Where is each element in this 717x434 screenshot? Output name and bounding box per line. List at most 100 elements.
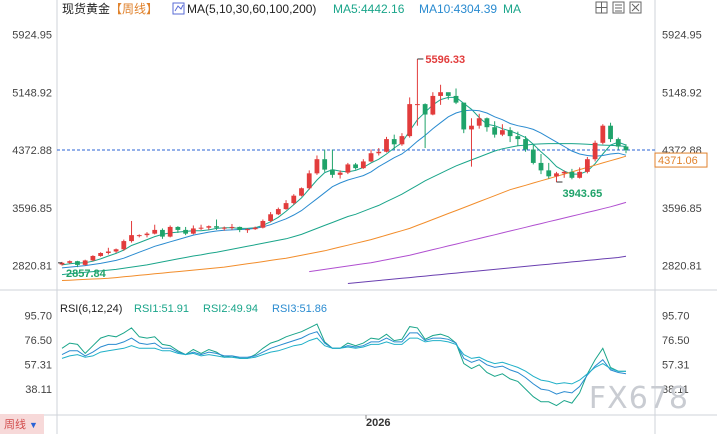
rsi-tick-label-right: 95.70: [662, 310, 690, 322]
candle-body: [260, 220, 266, 228]
candle-body: [299, 188, 304, 196]
candle: [121, 239, 127, 251]
candle-body: [75, 261, 80, 265]
candle: [82, 259, 88, 266]
candle-body: [584, 159, 590, 172]
candle: [407, 97, 413, 138]
candle: [67, 260, 73, 264]
rsi-tick-label-right: 57.31: [662, 359, 690, 371]
candle: [129, 220, 134, 243]
candle: [584, 156, 590, 174]
candle: [330, 149, 335, 178]
timeframe-badge[interactable]: 周线 ▼: [0, 414, 44, 434]
candle: [190, 225, 196, 235]
candle-body: [461, 102, 467, 130]
candle: [592, 140, 598, 162]
candle-body: [430, 95, 436, 115]
candle: [376, 148, 382, 156]
symbol-label: 现货黄金: [62, 1, 110, 16]
candle-body: [330, 169, 335, 175]
rsi-header: RSI(6,12,24) RSI1:51.91 RSI2:49.94 RSI3:…: [60, 303, 327, 315]
candle: [237, 226, 243, 233]
rsi-tick-label-left: 76.50: [24, 335, 52, 347]
candle-body: [422, 104, 428, 115]
indicator-edit-icon[interactable]: [172, 2, 185, 15]
candle: [554, 171, 559, 183]
y-tick-label-right: 5924.95: [662, 30, 702, 42]
candle-body: [360, 161, 366, 169]
y-tick-label-left: 2820.81: [12, 261, 52, 273]
candle: [160, 228, 165, 239]
candle-body: [530, 149, 536, 163]
candle: [245, 228, 250, 233]
candle: [530, 144, 536, 165]
timeframe-chevron-icon: ▼: [29, 420, 38, 430]
candle-body: [190, 228, 196, 234]
high-annotation: 5596.33: [425, 54, 465, 66]
rsi-params-label[interactable]: RSI(6,12,24): [60, 303, 122, 315]
candle: [384, 136, 389, 153]
y-tick-label-left: 3596.85: [12, 203, 52, 215]
candle: [461, 102, 467, 134]
candle-body: [214, 226, 219, 228]
candle-body: [569, 171, 575, 178]
rsi-tick-label-right: 76.50: [662, 335, 690, 347]
candle-body: [275, 209, 281, 215]
candle-body: [337, 172, 343, 175]
candle: [422, 103, 428, 149]
rsi-tick-label-left: 57.31: [24, 359, 52, 371]
candle-body: [82, 260, 88, 265]
candle: [445, 92, 451, 100]
candle-body: [198, 227, 204, 229]
y-tick-label-right: 5148.92: [662, 87, 702, 99]
timeframe-badge-label: 周线: [4, 419, 26, 431]
settings-grid-icon[interactable]: [595, 1, 608, 14]
candle-body: [507, 130, 513, 137]
candle-body: [175, 226, 181, 230]
candle-body: [152, 229, 158, 234]
candle: [561, 170, 567, 178]
y-tick-label-left: 5924.95: [12, 30, 52, 42]
candle: [75, 260, 80, 268]
candle-body: [376, 151, 382, 154]
candle-body: [90, 255, 96, 261]
candle-body: [577, 171, 583, 178]
close-icon[interactable]: [629, 1, 642, 14]
rsi-line-rsi2: [61, 331, 627, 395]
candle-body: [546, 170, 552, 177]
ma-line-ma200: [347, 255, 627, 284]
period-label[interactable]: 【周线】: [110, 2, 158, 16]
candle: [615, 137, 621, 150]
candle: [515, 131, 521, 146]
chart-type-icon[interactable]: [612, 1, 625, 14]
candle: [476, 113, 482, 129]
rsi-line-rsi3: [61, 337, 627, 385]
candle-body: [245, 229, 250, 231]
candle: [314, 155, 320, 175]
candle: [337, 170, 343, 179]
candle-body: [523, 139, 528, 150]
candle-body: [237, 226, 243, 230]
candle: [291, 194, 297, 205]
candle: [577, 167, 583, 179]
candle-body: [469, 125, 474, 130]
ma-params-label[interactable]: MA(5,10,30,60,100,200): [187, 2, 316, 16]
candle-body: [438, 92, 443, 96]
candle-body: [445, 92, 451, 96]
candle: [453, 88, 459, 105]
candle-body: [492, 127, 498, 135]
low-annotation: 3943.65: [562, 188, 602, 200]
candle-body: [538, 162, 544, 171]
candle-body: [592, 142, 598, 160]
candle: [260, 219, 266, 229]
candle-body: [608, 125, 613, 140]
candle-body: [105, 251, 111, 253]
candle: [152, 224, 158, 235]
candle-body: [554, 173, 559, 177]
candle: [623, 144, 629, 154]
candle: [175, 226, 181, 233]
candle-body: [306, 173, 312, 189]
header-bar: 现货黄金 【周线】 MA(5,10,30,60,100,200) MA5:444…: [62, 1, 642, 16]
